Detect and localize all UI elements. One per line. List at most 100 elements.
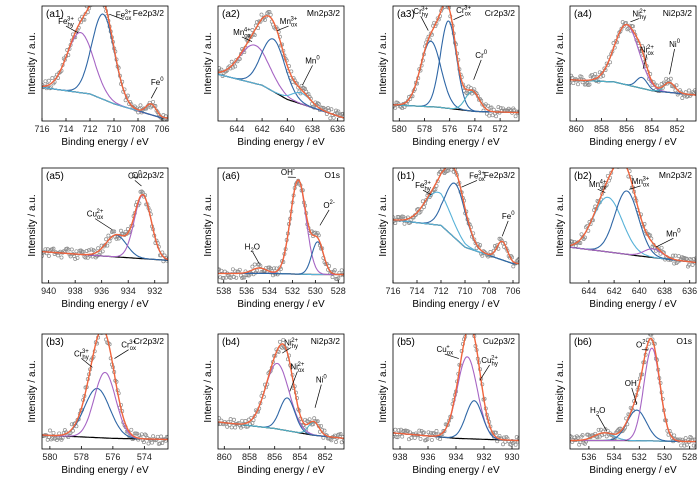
data-point bbox=[478, 243, 483, 248]
data-point bbox=[114, 236, 119, 241]
data-point bbox=[331, 115, 336, 120]
data-point bbox=[138, 103, 143, 108]
data-point bbox=[66, 435, 71, 440]
data-point bbox=[659, 245, 664, 250]
data-point bbox=[425, 437, 430, 442]
data-point bbox=[496, 105, 501, 110]
data-point bbox=[626, 168, 629, 169]
y-axis-title: Intensity / a.u. bbox=[203, 194, 214, 256]
annotation-leader-line bbox=[655, 237, 674, 248]
data-point bbox=[517, 436, 519, 441]
data-point bbox=[339, 268, 344, 273]
fit-envelope-line bbox=[42, 334, 168, 441]
data-point bbox=[412, 435, 417, 440]
data-point bbox=[334, 440, 338, 444]
x-tick-label: 640 bbox=[632, 286, 647, 296]
data-point bbox=[433, 187, 438, 192]
data-point bbox=[395, 435, 400, 440]
data-point bbox=[618, 164, 621, 167]
data-point bbox=[668, 76, 673, 81]
peak-annotation: Crox3+ bbox=[121, 340, 136, 352]
panel-label: (b5) bbox=[397, 337, 415, 348]
plot-frame bbox=[569, 333, 697, 450]
data-point bbox=[105, 243, 110, 248]
x-tick-label: 638 bbox=[657, 286, 672, 296]
panel-label: (b6) bbox=[574, 337, 592, 348]
data-point bbox=[451, 160, 454, 163]
data-point bbox=[218, 422, 220, 427]
data-point bbox=[102, 6, 106, 7]
x-tick-label: 858 bbox=[594, 124, 609, 134]
panel-label: (a3) bbox=[397, 9, 415, 20]
data-point bbox=[143, 432, 148, 437]
data-point bbox=[250, 28, 255, 32]
data-point bbox=[690, 262, 695, 267]
y-axis-title: Intensity / a.u. bbox=[203, 32, 214, 94]
peak-annotation: Ni0 bbox=[316, 375, 328, 385]
data-point bbox=[517, 257, 519, 261]
annotation-leader-line bbox=[461, 180, 478, 188]
x-tick-label: 934 bbox=[448, 452, 463, 462]
data-point bbox=[494, 114, 499, 119]
data-point bbox=[402, 221, 407, 226]
fit-envelope-line bbox=[42, 6, 168, 119]
plot-area bbox=[393, 6, 519, 119]
x-tick-label: 932 bbox=[147, 286, 162, 296]
data-point bbox=[405, 98, 410, 103]
data-point bbox=[687, 88, 692, 93]
fit-envelope-line bbox=[570, 23, 696, 96]
annotation-leader-line bbox=[453, 14, 464, 20]
data-point bbox=[571, 81, 576, 86]
data-point bbox=[421, 430, 426, 435]
data-point bbox=[623, 159, 626, 162]
x-tick-label: 708 bbox=[130, 124, 145, 134]
data-point bbox=[43, 79, 48, 84]
data-point bbox=[625, 27, 630, 32]
data-point bbox=[280, 345, 285, 350]
x-tick-label: 576 bbox=[105, 452, 120, 462]
annotation-leader-line bbox=[314, 384, 322, 408]
x-tick-label: 642 bbox=[255, 124, 270, 134]
data-point bbox=[429, 437, 434, 442]
peak-annotation: H2O bbox=[245, 242, 260, 254]
data-point bbox=[570, 73, 574, 78]
data-point bbox=[393, 215, 395, 220]
data-point bbox=[100, 0, 103, 3]
data-point bbox=[621, 164, 624, 167]
data-point bbox=[582, 441, 587, 446]
data-point bbox=[449, 162, 452, 165]
data-point bbox=[593, 71, 598, 76]
plot-area bbox=[218, 9, 344, 121]
data-point bbox=[123, 229, 128, 234]
data-point bbox=[328, 116, 333, 121]
data-point bbox=[48, 428, 52, 433]
data-point bbox=[330, 275, 335, 280]
x-tick-label: 932 bbox=[476, 452, 491, 462]
data-point bbox=[99, 334, 104, 335]
xps-panel-b1: 716 714 712 710 708 706 Binding energy / eV Int… bbox=[378, 160, 521, 310]
x-tick-label: 938 bbox=[68, 286, 83, 296]
x-tick-label: 578 bbox=[74, 452, 89, 462]
annotation-leader-line bbox=[81, 358, 93, 368]
x-tick-label: 528 bbox=[331, 286, 346, 296]
x-tick-label: 714 bbox=[58, 124, 73, 134]
x-tick-label: 852 bbox=[318, 452, 333, 462]
xps-panel-a2: 644 642 640 638 636 Binding energy / eV Intens… bbox=[203, 5, 345, 148]
data-point bbox=[570, 434, 574, 439]
data-point bbox=[106, 233, 111, 238]
plot-frame bbox=[217, 167, 345, 284]
component-peak-line bbox=[42, 86, 168, 119]
x-tick-label: 640 bbox=[280, 124, 295, 134]
data-point bbox=[240, 418, 245, 423]
x-axis-title: Binding energy / eV bbox=[237, 299, 325, 310]
data-point bbox=[158, 441, 162, 446]
data-point bbox=[103, 6, 107, 9]
data-point bbox=[679, 443, 684, 448]
data-point bbox=[576, 82, 580, 87]
annotation-leader-line bbox=[630, 18, 640, 23]
peak-annotation: Cuox+ bbox=[437, 345, 454, 357]
data-point bbox=[619, 26, 624, 31]
data-point bbox=[620, 157, 623, 160]
x-tick-label: 578 bbox=[417, 124, 432, 134]
data-point bbox=[162, 119, 167, 121]
